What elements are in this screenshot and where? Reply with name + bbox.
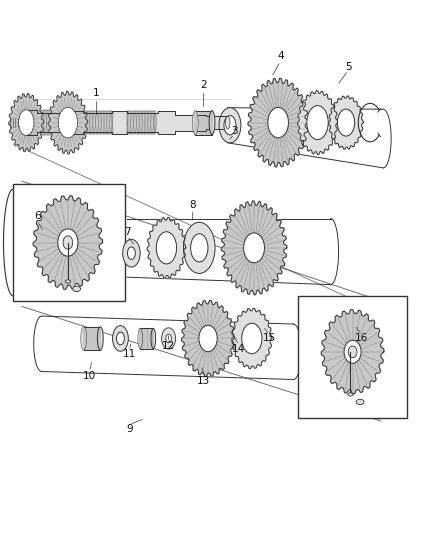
Text: 3: 3 [231,126,238,135]
Ellipse shape [97,327,103,350]
Text: 1: 1 [93,88,100,98]
Bar [206,116,228,129]
Bar [140,328,153,349]
Text: 8: 8 [189,200,196,210]
Ellipse shape [63,236,73,249]
Bar [84,327,100,350]
Polygon shape [232,308,272,369]
Polygon shape [298,296,407,418]
Bar [37,113,68,132]
Ellipse shape [348,393,353,396]
Ellipse shape [242,323,262,354]
Ellipse shape [192,110,198,134]
Ellipse shape [58,229,78,256]
Polygon shape [147,217,186,278]
Text: 2: 2 [200,80,207,90]
Text: 15: 15 [263,334,276,343]
Ellipse shape [117,332,124,345]
Ellipse shape [356,399,364,405]
Polygon shape [297,91,338,155]
Bar [26,110,37,135]
Ellipse shape [138,328,142,349]
Ellipse shape [151,328,155,349]
Bar [195,110,212,134]
Bar [26,110,68,135]
Bar [112,111,127,134]
Ellipse shape [268,108,289,138]
Polygon shape [321,310,384,394]
Polygon shape [248,78,308,167]
Ellipse shape [344,340,361,364]
Bar [127,113,158,132]
Ellipse shape [226,116,230,129]
Text: 10: 10 [83,371,96,381]
Ellipse shape [156,232,177,264]
Text: 16: 16 [355,334,368,343]
Ellipse shape [224,116,236,135]
Ellipse shape [123,239,140,267]
Bar [83,111,112,134]
Ellipse shape [244,233,265,263]
Ellipse shape [191,234,208,262]
Ellipse shape [219,108,241,143]
Ellipse shape [348,346,357,358]
Bar [68,111,83,134]
Ellipse shape [127,247,135,260]
Bar [175,115,206,131]
Text: 11: 11 [123,350,136,359]
Text: 14: 14 [232,344,245,354]
Ellipse shape [81,327,87,350]
Text: 6: 6 [34,211,41,221]
Ellipse shape [19,118,22,127]
Text: 9: 9 [126,424,133,434]
Text: 7: 7 [124,227,131,237]
Ellipse shape [337,109,355,136]
Polygon shape [9,93,44,152]
Bar [158,111,175,134]
Ellipse shape [166,334,171,343]
Polygon shape [181,301,234,376]
Ellipse shape [113,326,128,351]
Text: 5: 5 [345,62,352,71]
Ellipse shape [18,110,34,135]
Polygon shape [48,91,88,154]
Bar [83,113,112,132]
Ellipse shape [73,286,81,292]
Ellipse shape [58,107,78,138]
Text: 13: 13 [197,376,210,386]
Ellipse shape [162,328,176,349]
Polygon shape [221,201,287,295]
Polygon shape [13,184,125,301]
Ellipse shape [65,280,71,283]
Ellipse shape [209,110,215,134]
Polygon shape [33,196,102,289]
Polygon shape [329,96,363,149]
Text: 4: 4 [277,51,284,61]
Ellipse shape [307,106,328,140]
Bar [10,118,21,127]
Ellipse shape [199,325,217,352]
Ellipse shape [184,222,215,273]
Text: 12: 12 [162,342,175,351]
Bar [127,111,155,134]
